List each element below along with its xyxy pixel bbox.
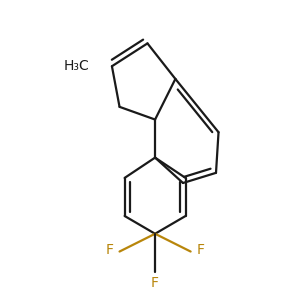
Text: H₃C: H₃C	[64, 59, 89, 73]
Text: F: F	[197, 243, 205, 257]
Text: F: F	[105, 243, 113, 257]
Text: F: F	[151, 276, 159, 289]
